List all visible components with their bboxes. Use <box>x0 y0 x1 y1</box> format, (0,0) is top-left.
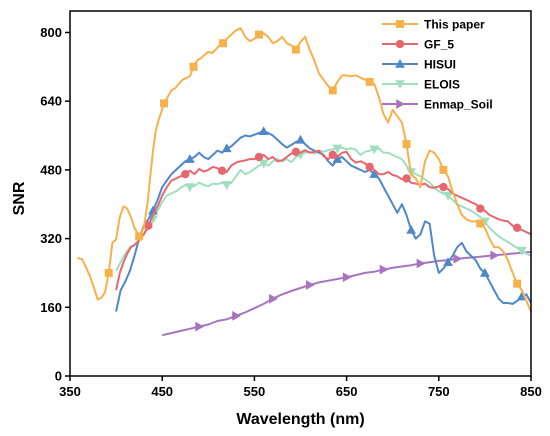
legend-swatch-marker <box>395 80 405 90</box>
series-line <box>161 250 532 337</box>
series-marker <box>443 191 453 201</box>
series-marker <box>416 258 426 269</box>
plot-frame <box>69 10 532 377</box>
series-marker <box>104 268 113 277</box>
legend-swatch-marker <box>395 58 405 68</box>
legend-label: GF_5 <box>424 38 454 52</box>
series-marker <box>258 159 269 169</box>
legend-swatch-marker <box>396 99 406 109</box>
series-marker <box>184 183 195 193</box>
series-layer <box>77 27 532 337</box>
series-marker <box>453 253 463 264</box>
legend-item: GF_5 <box>382 38 454 52</box>
legend-swatch-marker <box>396 20 404 28</box>
series-marker <box>328 150 337 160</box>
y-tick-label: 480 <box>40 162 62 177</box>
series-line <box>115 146 532 272</box>
series-marker <box>305 280 315 290</box>
series-marker <box>232 311 241 321</box>
series-marker <box>365 77 374 86</box>
series-marker <box>332 144 343 154</box>
series-marker <box>254 152 264 162</box>
series-marker <box>181 169 190 179</box>
series-marker <box>135 232 144 241</box>
series-marker <box>369 169 380 178</box>
legend: This paper GF_5 HISUI ELOIS Enmap_Soil <box>382 18 493 112</box>
y-tick-label: 160 <box>40 300 62 315</box>
series-marker <box>512 223 522 233</box>
y-tick-label: 800 <box>40 25 62 40</box>
legend-item: ELOIS <box>382 78 460 92</box>
legend-item: Enmap_Soil <box>382 98 493 112</box>
series-marker <box>402 140 411 149</box>
series-marker <box>221 143 232 153</box>
legend-item: This paper <box>382 18 485 32</box>
series-4 <box>161 250 532 337</box>
series-marker <box>255 30 263 39</box>
series-3 <box>115 144 532 272</box>
series-marker <box>219 39 228 48</box>
series-marker <box>269 293 278 304</box>
legend-item: HISUI <box>382 58 456 72</box>
x-tick-label: 550 <box>244 384 266 399</box>
series-marker <box>328 86 337 95</box>
series-marker <box>195 321 205 332</box>
series-marker <box>221 181 232 190</box>
series-marker <box>439 165 448 174</box>
series-marker <box>443 257 453 266</box>
series-marker <box>342 272 352 283</box>
series-marker <box>406 224 417 234</box>
x-tick-label: 450 <box>151 384 173 399</box>
series-marker <box>476 219 485 228</box>
y-tick-label: 320 <box>40 231 62 246</box>
series-marker <box>379 264 389 275</box>
series-1 <box>115 147 532 291</box>
x-tick-label: 650 <box>336 384 358 399</box>
x-tick-label: 850 <box>520 384 542 399</box>
y-axis-title: SNR <box>11 181 28 215</box>
series-marker <box>332 154 343 163</box>
series-marker <box>490 250 500 261</box>
series-marker <box>402 174 411 183</box>
series-marker <box>369 145 380 155</box>
series-marker <box>184 154 195 163</box>
axis-ticks: 350 450 550 650 750 850 0 160 320 480 640 800 <box>40 25 542 399</box>
x-tick-label: 750 <box>428 384 450 399</box>
series-marker <box>516 246 527 256</box>
y-tick-label: 640 <box>40 94 62 109</box>
series-0 <box>77 27 532 312</box>
series-marker <box>160 99 169 108</box>
series-marker <box>513 279 522 288</box>
series-marker <box>480 267 490 277</box>
series-marker <box>291 147 301 157</box>
x-tick-label: 350 <box>59 384 81 399</box>
series-marker <box>295 134 306 144</box>
legend-label: Enmap_Soil <box>424 98 493 112</box>
series-marker <box>258 126 269 135</box>
series-marker <box>291 45 300 54</box>
series-line <box>115 149 532 291</box>
y-tick-label: 0 <box>55 369 62 384</box>
series-line <box>77 27 532 312</box>
legend-label: HISUI <box>424 58 456 72</box>
series-marker <box>439 182 448 192</box>
x-axis-title: Wavelength (nm) <box>236 411 364 428</box>
legend-swatch-marker <box>395 39 405 49</box>
series-marker <box>189 62 198 71</box>
legend-label: This paper <box>424 18 485 32</box>
series-marker <box>217 166 227 175</box>
series-marker <box>476 204 485 213</box>
series-marker <box>144 221 153 230</box>
legend-label: ELOIS <box>424 78 460 92</box>
series-marker <box>365 162 374 172</box>
